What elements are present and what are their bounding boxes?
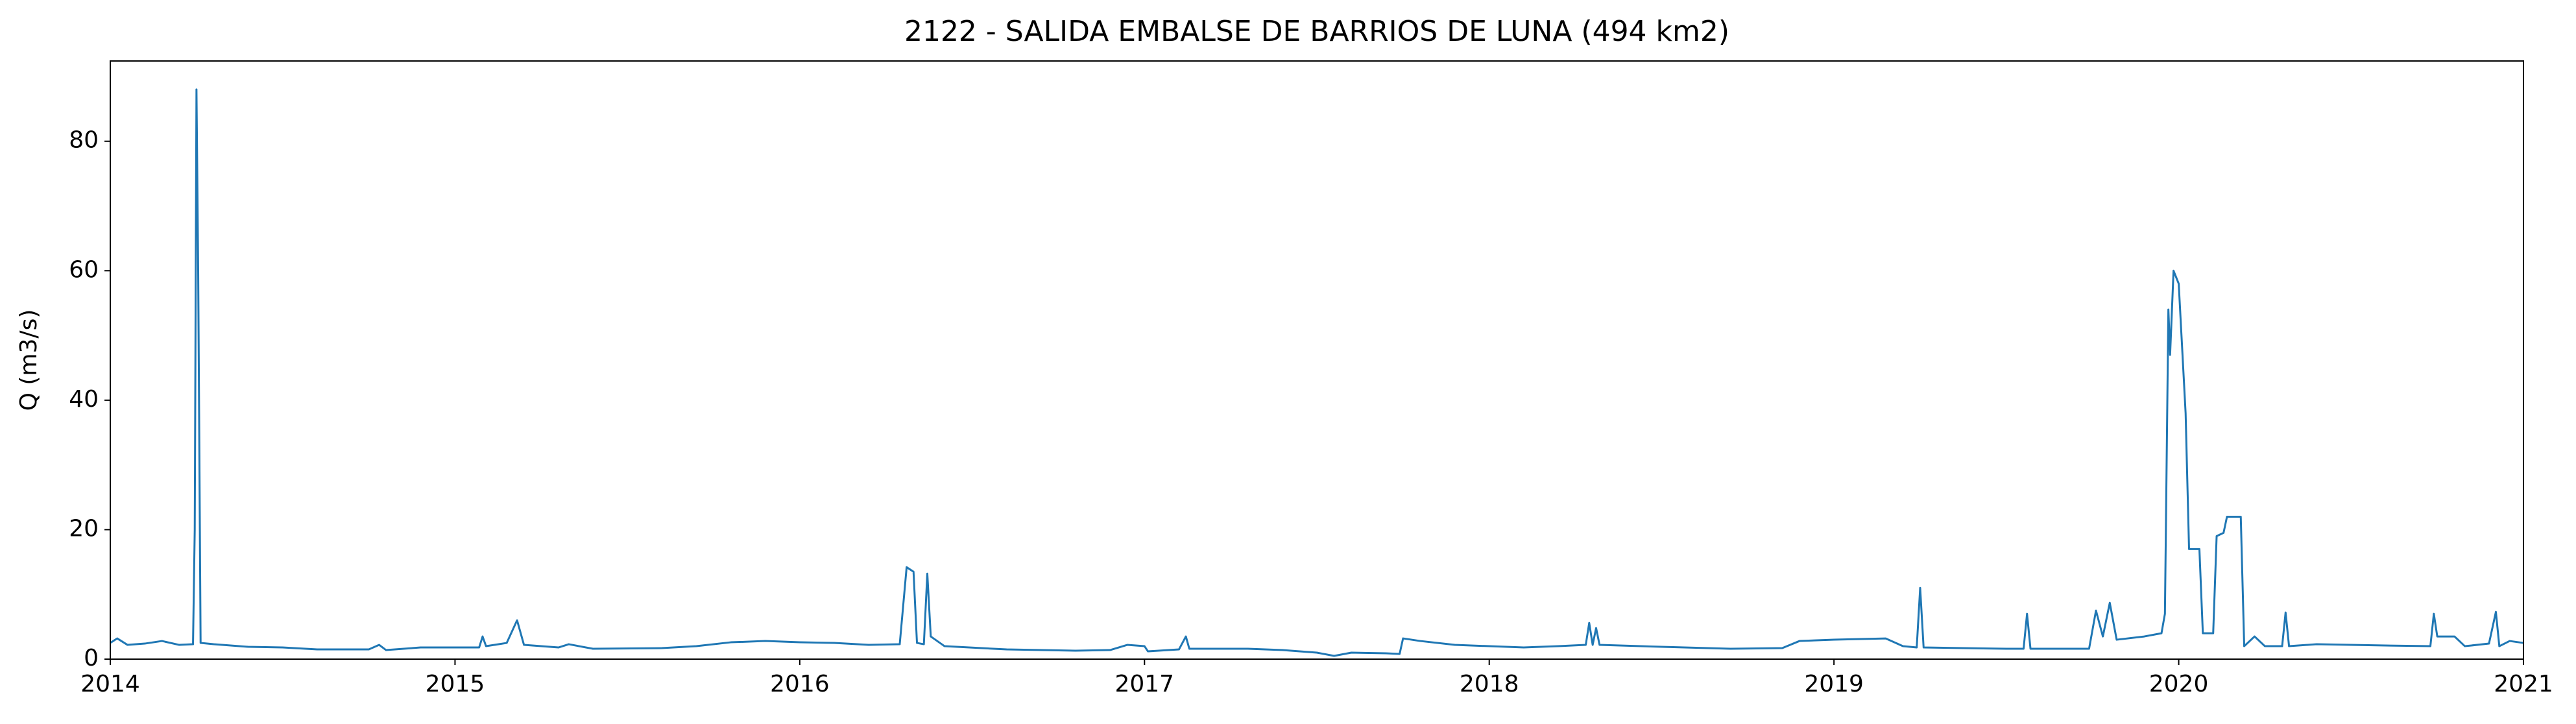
x-tick-label: 2020 bbox=[2149, 671, 2209, 697]
plot-frame bbox=[110, 60, 2524, 660]
x-tick-label: 2015 bbox=[426, 671, 485, 697]
y-tick-label: 80 bbox=[69, 127, 99, 154]
x-tick-label: 2019 bbox=[1804, 671, 1864, 697]
x-tick-label: 2021 bbox=[2494, 671, 2553, 697]
y-tick-label: 20 bbox=[69, 515, 99, 542]
y-tick-label: 40 bbox=[69, 386, 99, 413]
x-tick-label: 2017 bbox=[1114, 671, 1174, 697]
y-axis-label: Q (m3/s) bbox=[16, 309, 42, 411]
x-tick-label: 2016 bbox=[770, 671, 830, 697]
y-tick-label: 60 bbox=[69, 256, 99, 283]
chart-title: 2122 - SALIDA EMBALSE DE BARRIOS DE LUNA… bbox=[904, 15, 1729, 48]
y-tick-label: 0 bbox=[84, 645, 99, 671]
x-tick-label: 2018 bbox=[1460, 671, 1519, 697]
data-line bbox=[110, 88, 2524, 657]
x-tick-label: 2014 bbox=[80, 671, 140, 697]
